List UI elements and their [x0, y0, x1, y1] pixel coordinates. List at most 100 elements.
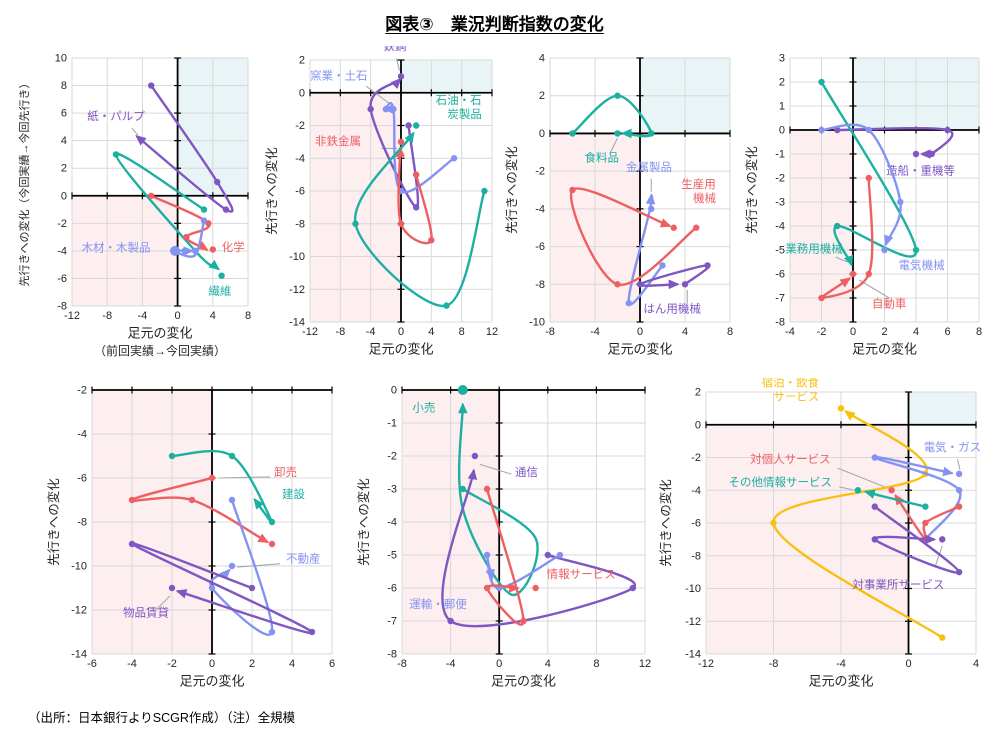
- chart-services: -12 -8 -4 0 4 2 0 -2 -4 -6 -8 -10 -12 -14 足元の変化 先行きへの変化…: [654, 375, 986, 700]
- svg-text:電気・ガス: 電気・ガス: [924, 440, 982, 454]
- svg-text:-2: -2: [817, 326, 827, 338]
- svg-text:6: 6: [61, 108, 67, 120]
- svg-text:-12: -12: [64, 310, 80, 322]
- svg-text:12: 12: [639, 658, 651, 670]
- svg-text:4: 4: [428, 326, 434, 338]
- svg-text:4: 4: [61, 135, 67, 147]
- svg-text:宿泊・飲食: 宿泊・飲食: [762, 378, 820, 389]
- svg-text:2: 2: [695, 387, 701, 399]
- chart-canvas-1: -12 -8 -4 0 4 81086420-2-4-6-8足元の変化（前回実績→今回実績…: [17, 53, 251, 358]
- svg-text:先行きへの変化: 先行きへの変化: [46, 478, 61, 566]
- chart-materials-paper-chem: -12 -8 -4 0 4 8 10 8 6 4 2 0 -2 -4 -6 -8 足元の変化 （前回実績→今回実績…: [16, 46, 256, 368]
- svg-text:-14: -14: [685, 649, 701, 661]
- svg-text:機械: 機械: [693, 191, 716, 205]
- svg-text:10: 10: [55, 53, 67, 65]
- svg-text:鉄鋼: 鉄鋼: [383, 46, 406, 53]
- svg-text:-12: -12: [302, 326, 318, 338]
- svg-text:-6: -6: [77, 473, 87, 485]
- svg-text:紙・パルプ: 紙・パルプ: [87, 109, 145, 123]
- svg-text:窯業・土石: 窯業・土石: [310, 69, 368, 83]
- svg-text:4: 4: [539, 53, 545, 65]
- source-note: （出所：日本銀行よりSCGR作成）（注）全規模: [28, 711, 296, 725]
- svg-text:-2: -2: [295, 120, 305, 132]
- svg-text:0: 0: [398, 326, 404, 338]
- svg-text:-4: -4: [77, 429, 87, 441]
- svg-text:金属製品: 金属製品: [626, 160, 672, 174]
- svg-text:8: 8: [61, 80, 67, 92]
- svg-text:-2: -2: [535, 166, 545, 178]
- svg-text:0: 0: [175, 310, 181, 322]
- svg-text:0: 0: [539, 128, 545, 140]
- svg-text:-8: -8: [335, 326, 345, 338]
- svg-text:不動産: 不動産: [286, 552, 321, 566]
- svg-text:0: 0: [61, 190, 67, 202]
- svg-text:足元の変化: 足元の変化: [491, 674, 556, 689]
- svg-text:-8: -8: [102, 310, 112, 322]
- svg-text:-7: -7: [387, 616, 397, 628]
- svg-text:2: 2: [539, 90, 545, 102]
- svg-text:石油・石: 石油・石: [436, 93, 482, 107]
- svg-text:足元の変化: 足元の変化: [368, 342, 433, 357]
- figure-title: 図表③ 業況判断指数の変化: [385, 15, 604, 34]
- svg-text:先行きへの変化: 先行きへの変化: [744, 146, 759, 234]
- svg-text:-10: -10: [685, 583, 701, 595]
- svg-text:-12: -12: [71, 605, 87, 617]
- chart-food-machinery: -8 -4 0 4 8 4 2 0 -2 -4 -6 -8 -10 足元の変化 先行きへの変化 食料品 金属製品…: [500, 46, 738, 368]
- svg-text:食料品: 食料品: [585, 151, 620, 165]
- svg-text:-12: -12: [685, 616, 701, 628]
- svg-text:-8: -8: [775, 317, 785, 329]
- svg-text:0: 0: [496, 658, 502, 670]
- svg-text:8: 8: [459, 326, 465, 338]
- svg-text:情報サービス: 情報サービス: [547, 568, 616, 581]
- svg-text:-8: -8: [535, 279, 545, 291]
- svg-text:0: 0: [850, 326, 856, 338]
- svg-text:-2: -2: [387, 451, 397, 463]
- svg-text:対個人サービス: 対個人サービス: [750, 452, 831, 466]
- svg-text:-4: -4: [138, 310, 148, 322]
- svg-text:8: 8: [976, 326, 982, 338]
- svg-text:-4: -4: [590, 326, 600, 338]
- svg-text:足元の変化: 足元の変化: [179, 674, 244, 689]
- svg-text:2: 2: [779, 77, 785, 89]
- svg-text:-4: -4: [691, 485, 701, 497]
- svg-text:-4: -4: [127, 658, 137, 670]
- svg-text:-12: -12: [289, 284, 305, 296]
- svg-text:0: 0: [779, 125, 785, 137]
- svg-text:-8: -8: [769, 658, 779, 670]
- svg-text:-4: -4: [57, 245, 67, 257]
- svg-text:-6: -6: [691, 518, 701, 530]
- svg-text:2: 2: [249, 658, 255, 670]
- svg-text:4: 4: [973, 658, 979, 670]
- svg-text:-4: -4: [446, 658, 456, 670]
- svg-text:4: 4: [913, 326, 919, 338]
- svg-text:-8: -8: [545, 326, 555, 338]
- svg-text:非鉄金属: 非鉄金属: [315, 134, 361, 148]
- svg-text:-4: -4: [775, 221, 785, 233]
- svg-text:-14: -14: [71, 649, 87, 661]
- svg-text:-2: -2: [167, 658, 177, 670]
- svg-text:サービス: サービス: [773, 390, 819, 403]
- svg-text:木材・木製品: 木材・木製品: [82, 241, 151, 255]
- svg-text:3: 3: [779, 53, 785, 65]
- svg-text:12: 12: [486, 326, 498, 338]
- svg-text:-4: -4: [366, 326, 376, 338]
- svg-text:-2: -2: [691, 452, 701, 464]
- svg-text:-1: -1: [775, 149, 785, 161]
- chart-machinery-electric-auto: -4 -2 0 2 4 6 8 3 2 1 0 -1 -2 -3 -4 -5 -6 -7 -8 足元の変化 先行きへの変…: [740, 46, 987, 368]
- svg-text:生産用: 生産用: [681, 177, 716, 191]
- svg-text:1: 1: [779, 101, 785, 113]
- svg-text:卸売: 卸売: [274, 465, 297, 479]
- svg-text:運輸・郵便: 運輸・郵便: [409, 597, 467, 611]
- svg-text:-8: -8: [77, 517, 87, 529]
- svg-text:はん用機械: はん用機械: [643, 302, 701, 316]
- chart-canvas-7: -12 -8 -4 0 420-2-4-6-8-10-12-14足元の変化先行きへの変化…: [658, 375, 982, 688]
- svg-text:-4: -4: [785, 326, 795, 338]
- svg-text:（前回実績→今回実績）: （前回実績→今回実績）: [94, 343, 226, 358]
- svg-text:先行きへの変化: 先行きへの変化: [504, 146, 519, 234]
- svg-text:2: 2: [61, 163, 67, 175]
- svg-text:-2: -2: [775, 173, 785, 185]
- svg-text:足元の変化: 足元の変化: [127, 326, 192, 341]
- svg-text:化学: 化学: [222, 240, 245, 254]
- svg-text:-4: -4: [387, 517, 397, 529]
- svg-text:-10: -10: [71, 561, 87, 573]
